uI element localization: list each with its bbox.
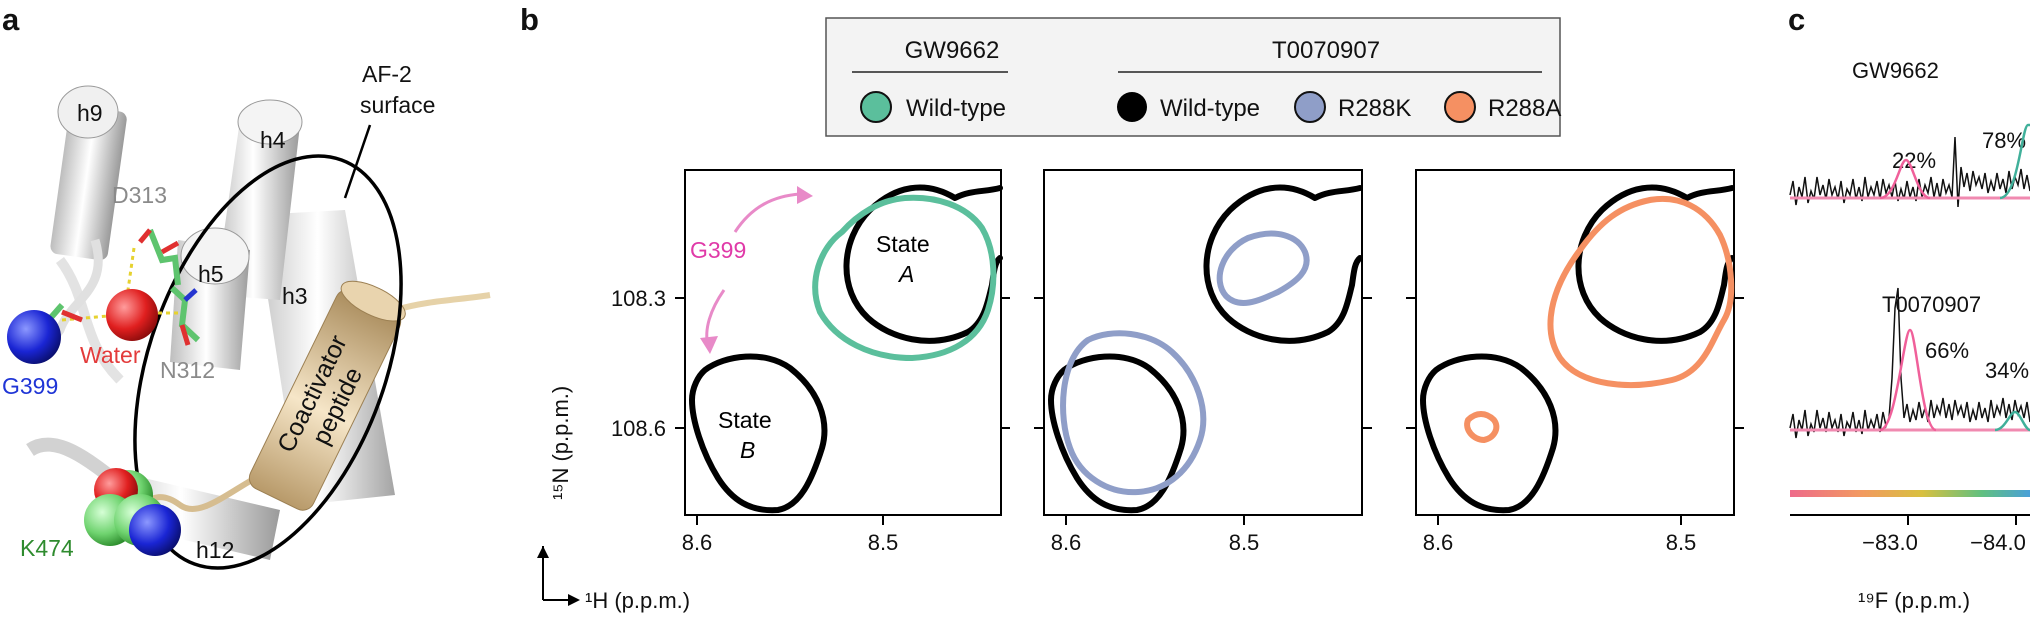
x-tick-label: 8.5 xyxy=(868,530,899,555)
contour-black-state-b xyxy=(689,353,828,514)
contour-green-gw-wt xyxy=(812,194,997,361)
legend-marker-r288a xyxy=(1444,91,1476,123)
ribbon-bg-2 xyxy=(55,257,124,384)
panel-letter-b: b xyxy=(520,2,539,37)
panel-letter-c: c xyxy=(1788,2,1805,37)
contour-blue-r288k-b xyxy=(1060,330,1207,496)
state-b-label: State xyxy=(718,407,772,433)
af2-label-2: surface xyxy=(360,92,435,118)
x-tick-label: −84.0 xyxy=(1970,530,2026,555)
coactivator-peptide: Coactivator peptide xyxy=(138,280,491,513)
residue-g399: G399 xyxy=(2,303,83,399)
legend-group-gw9662: GW9662 xyxy=(905,37,1000,64)
nmr-percent-t-2: 34% xyxy=(1985,358,2029,383)
helix-label-h5: h5 xyxy=(198,261,224,287)
panel-letter-a: a xyxy=(2,2,20,37)
fit-peak-1 xyxy=(1879,328,1937,432)
helix-label-h3: h3 xyxy=(282,283,308,309)
arrowhead-top xyxy=(797,186,813,204)
contour-black-state-a xyxy=(1203,184,1363,344)
x-tick-label: 8.5 xyxy=(1666,530,1697,555)
nmr-spectrum-gw9662 xyxy=(1789,123,2030,208)
legend-marker-r288k xyxy=(1294,91,1326,123)
fit-peak-1 xyxy=(1879,158,1931,200)
g399-label: G399 xyxy=(690,237,746,263)
nmr-percent-t-1: 66% xyxy=(1925,338,1969,363)
panel-a: a h9 h3 h4 h5 h1 xyxy=(2,2,491,570)
spectrum-trace xyxy=(1789,136,2030,208)
spectrum-trace xyxy=(1789,287,2030,439)
exchange-arrow-top xyxy=(733,192,801,233)
helix-h9: h9 xyxy=(50,85,127,261)
water-label: Water xyxy=(80,342,141,368)
legend-label-r288a: R288A xyxy=(1488,95,1561,122)
fit-peak-2 xyxy=(1994,410,2030,432)
x-axis-label-1h: ¹H (p.p.m.) xyxy=(585,588,690,613)
panel-c: c GW9662 22% 78% T0070907 66% 34% −83.0 … xyxy=(1788,2,2030,613)
hsqc-axis-labels: ¹⁵N (p.p.m.) ¹H (p.p.m.) xyxy=(537,386,690,613)
y-tick-label: 108.6 xyxy=(611,416,666,441)
state-b-italic: B xyxy=(740,437,755,463)
legend-box xyxy=(825,17,1561,137)
hsqc-plot-3: 8.6 8.5 xyxy=(1406,169,1744,555)
x-tick-label: 8.6 xyxy=(682,530,713,555)
hbond-1 xyxy=(126,247,136,291)
hsqc-plot-2: 8.6 8.5 xyxy=(1034,169,1372,555)
residue-d313: D313 xyxy=(112,182,181,286)
residue-k474: K474 xyxy=(20,468,181,561)
state-a-label: State xyxy=(876,231,930,257)
af2-label-1: AF-2 xyxy=(362,61,412,87)
arrowhead-bottom xyxy=(700,336,718,354)
hsqc-plot-1: 108.3 108.6 8.6 8.5 State A State B G399 xyxy=(611,169,1010,555)
contour-black-state-b xyxy=(1048,353,1187,514)
legend-label-r288k: R288K xyxy=(1338,95,1411,122)
fit-peak-2 xyxy=(1999,123,2030,200)
axis-arrowhead-right xyxy=(568,594,580,606)
legend-label-gw-wt: Wild-type xyxy=(906,95,1006,122)
state-a-italic: A xyxy=(897,261,914,287)
residue-label-g399: G399 xyxy=(2,373,58,399)
helix-label-h12: h12 xyxy=(196,537,234,563)
color-scale-bar xyxy=(1790,490,2030,497)
legend-marker-gw-wt xyxy=(860,91,892,123)
af2-pointer-line xyxy=(343,124,372,199)
residue-label-k474: K474 xyxy=(20,535,74,561)
x-tick-label: 8.6 xyxy=(1051,530,1082,555)
nmr-percent-gw-2: 78% xyxy=(1982,128,2026,153)
helix-label-h9: h9 xyxy=(77,100,103,126)
y-axis-label-15n: ¹⁵N (p.p.m.) xyxy=(548,386,573,500)
plot-frame-3 xyxy=(1415,169,1735,516)
contour-blue-r288k-a xyxy=(1216,230,1310,306)
contour-orange-r288a-a xyxy=(1547,196,1735,388)
helix-label-h4: h4 xyxy=(260,127,286,153)
contour-black-state-a xyxy=(1575,184,1735,344)
plot-frame-1 xyxy=(684,169,1002,516)
legend: GW9662 T0070907 Wild-type Wild-type R288… xyxy=(825,17,1561,137)
residue-n312: N312 xyxy=(160,285,215,383)
nmr-label-gw9662: GW9662 xyxy=(1852,58,1939,83)
residue-label-d313: D313 xyxy=(112,182,167,208)
y-tick-label: 108.3 xyxy=(611,286,666,311)
water-sphere xyxy=(106,289,158,341)
x-axis-label-19f: ¹⁹F (p.p.m.) xyxy=(1858,588,1970,613)
legend-label-t-wt: Wild-type xyxy=(1160,95,1260,122)
nmr-percent-gw-1: 22% xyxy=(1892,148,1936,173)
panel-b: b GW9662 T0070907 Wild-type Wild-type R2… xyxy=(520,2,1744,613)
legend-marker-t-wt xyxy=(1117,92,1147,122)
axis-arrowhead-up xyxy=(537,546,549,558)
contour-black-state-b xyxy=(1420,353,1559,514)
x-tick-label: −83.0 xyxy=(1862,530,1918,555)
plot-frame-2 xyxy=(1043,169,1363,516)
nmr-spectrum-t0070907 xyxy=(1789,287,2030,439)
x-tick-label: 8.6 xyxy=(1423,530,1454,555)
legend-group-t0070907: T0070907 xyxy=(1272,37,1380,64)
residue-label-n312: N312 xyxy=(160,357,215,383)
x-tick-label: 8.5 xyxy=(1229,530,1260,555)
contour-orange-r288a-b xyxy=(1464,411,1500,443)
